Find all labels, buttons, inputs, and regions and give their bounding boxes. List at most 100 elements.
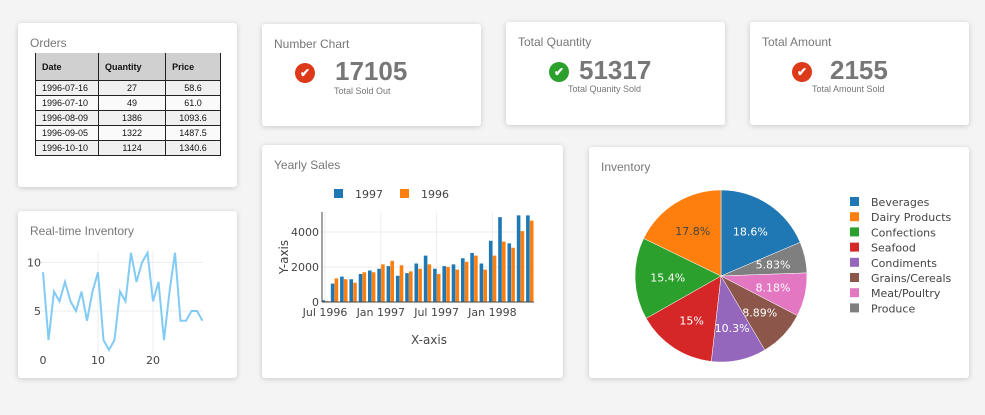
legend-swatch [850,257,859,267]
bar-1997 [526,215,530,302]
table-cell: 61.0 [165,95,221,111]
bar-1997 [340,276,344,302]
bar-1996 [446,267,450,302]
table-cell: 1340.6 [165,140,221,156]
orders-table: Date Quantity Price 1996-07-16 27 58.6 1996… [35,53,221,156]
bar-1996 [409,271,413,302]
table-cell: 1996-08-09 [35,110,99,126]
bar-1997 [507,243,512,302]
table-cell: 1386 [97,110,167,126]
table-row: 1996-07-16 27 58.6 [35,80,221,96]
legend-label: 1996 [421,188,449,201]
legend-swatch [850,303,859,313]
col-quantity: Quantity [97,53,167,81]
table-cell: 1996-10-10 [35,140,99,156]
table-row: 1996-10-10 1124 1340.6 [35,140,221,156]
x-axis-title: X-axis [411,333,447,347]
bar-1996 [474,255,478,302]
pie-slice-confections [634,238,722,319]
bar-1996 [418,268,422,302]
x-tick-label: 10 [91,354,105,367]
bar-1996 [381,264,385,302]
legend-label: Condiments [871,257,937,270]
bar-1996 [334,278,339,302]
bar-chart: 0 2000 4000 Jul 1996 Jan 1997 Jul 1997 Jan 199… [277,188,534,347]
table-cell: 1996-07-16 [35,80,99,96]
bar-1996 [464,261,469,302]
x-tick-label: 0 [40,354,47,367]
y-axis-title: Y-axis [277,240,291,275]
bar-1997 [470,253,474,302]
pie-label: 5.83% [756,258,791,271]
inventory-title: Inventory [601,160,651,174]
legend-swatch [400,189,409,198]
pie-label: 15% [679,314,703,327]
bar-1996 [492,255,497,302]
table-cell: 1996-09-05 [35,125,99,141]
realtime-inventory-card: Real-time Inventory 5 10 0 10 20 [18,211,237,378]
legend-label: Beverages [871,196,930,209]
legend-label: Dairy Products [871,211,952,224]
legend-swatch [850,227,859,237]
bar-1997 [405,273,409,302]
legend-label: Grains/Cereals [871,272,952,285]
kpi-title: Number Chart [274,37,350,51]
bar-1996 [511,247,515,302]
yearly-sales-title: Yearly Sales [274,158,341,172]
kpi-value: 51317 [579,55,652,85]
pie-label: 10.3% [715,322,750,335]
y-tick-label: 0 [312,296,319,309]
x-tick-label: Jul 1997 [413,306,459,319]
check-circle-icon: ✔ [295,63,315,83]
kpi-card-total-amount: Total Amount ✔ 2155 Total Amount Sold [750,22,969,125]
bar-1996 [455,269,460,302]
kpi-subtitle: Total Sold Out [334,86,391,96]
legend-label: Meat/Poultry [871,287,941,300]
table-cell: 1996-07-10 [35,95,99,111]
bar-1997 [479,263,484,302]
pie-label: 8.89% [742,307,777,320]
pie-slice-dairy-products [643,189,722,277]
table-cell: 1322 [97,125,167,141]
kpi-title: Total Quantity [518,35,592,49]
pie-label: 8.18% [756,282,791,295]
pie-chart: 18.6% 5.83% 8.18% 8.89% 10.3% 15% 15.4% 17.8% Be… [634,189,952,363]
bar-1996 [436,274,441,302]
bar-1997 [433,268,437,302]
bar-1997 [395,275,400,302]
kpi-subtitle: Total Amount Sold [812,84,885,94]
orders-card: Orders Date Quantity Price 1996-07-16 27 5… [18,23,237,187]
pie-label: 18.6% [733,226,768,239]
legend-swatch [850,288,859,298]
x-tick-label: 20 [146,354,160,367]
y-tick-label: 5 [34,305,41,318]
col-price: Price [165,53,221,81]
bar-1997 [368,270,372,302]
line-chart: 5 10 0 10 20 [27,249,204,367]
bar-1997 [414,263,419,302]
orders-title: Orders [30,36,67,50]
legend-swatch [850,242,859,252]
y-tick-label: 2000 [291,261,319,274]
table-row: 1996-07-10 49 61.0 [35,95,221,111]
pie-label: 15.4% [650,272,685,285]
realtime-inventory-title: Real-time Inventory [30,224,135,238]
pie-label: 17.8% [675,225,710,238]
bar-1996 [353,282,357,302]
inventory-card: Inventory 18.6% 5.83% 8.18% 8.89% 10.3% 15% 15… [589,147,969,378]
bar-1997 [386,266,391,302]
bar-1997 [461,258,465,302]
bar-1996 [502,241,506,302]
col-date: Date [35,53,99,81]
table-cell: 58.6 [165,80,221,96]
bar-1996 [371,272,376,302]
x-tick-label: Jan 1997 [356,306,405,319]
kpi-card-total-quantity: Total Quantity ✔ 51317 Total Quanity Sol… [506,22,725,125]
pie-slice-beverages [720,189,801,277]
y-tick-label: 4000 [291,226,319,239]
legend-label: Produce [871,302,915,315]
bar-1997 [321,300,326,302]
bar-1997 [377,268,381,302]
table-row: 1996-09-05 1322 1487.5 [35,125,221,141]
x-tick-label: Jul 1996 [302,306,348,319]
